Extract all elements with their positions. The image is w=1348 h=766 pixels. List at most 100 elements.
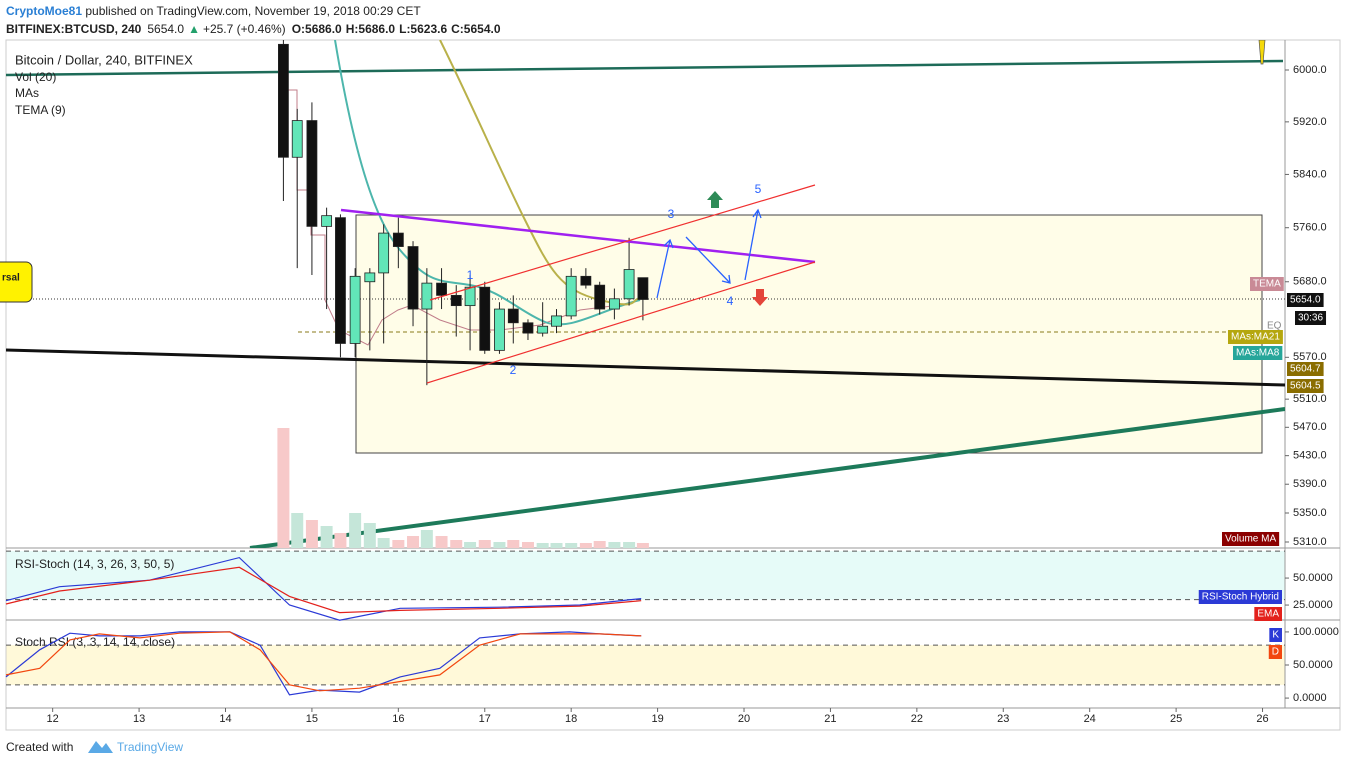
brand[interactable]: TradingView bbox=[117, 740, 183, 754]
candle-body bbox=[537, 325, 549, 334]
volume-bar bbox=[464, 542, 477, 548]
volume-bar bbox=[623, 542, 636, 548]
y-tick-label: 5510.0 bbox=[1293, 393, 1327, 405]
volume-bar bbox=[636, 543, 649, 548]
badge bbox=[0, 261, 33, 303]
wave-label: 3 bbox=[668, 207, 675, 221]
marker bbox=[1258, 40, 1266, 65]
x-tick-label: 12 bbox=[47, 713, 59, 725]
legend-entry: TEMA (9) bbox=[15, 103, 66, 117]
x-tick-label: 17 bbox=[479, 713, 491, 725]
candle-body bbox=[623, 269, 635, 300]
x-tick-label: 13 bbox=[133, 713, 145, 725]
ohlc: O:5686.0 bbox=[292, 22, 342, 36]
wave-arrows bbox=[656, 208, 762, 299]
legend-swatch bbox=[1268, 645, 1282, 659]
volume-bar bbox=[277, 428, 290, 548]
pane-title: Stoch RSI (3, 3, 14, 14, close) bbox=[15, 635, 175, 649]
candle-body bbox=[507, 308, 519, 324]
candle-body bbox=[551, 315, 562, 327]
price-tag-bg bbox=[1250, 277, 1284, 291]
candle-body bbox=[637, 277, 649, 300]
volume-bar bbox=[565, 543, 578, 548]
legend-entry: EMA bbox=[1257, 609, 1279, 620]
candle-body bbox=[321, 215, 333, 227]
volume-bar bbox=[377, 538, 390, 548]
logo bbox=[88, 741, 113, 753]
price-tag: 30:36 bbox=[1298, 313, 1323, 324]
volume-bar bbox=[392, 540, 405, 548]
volume bbox=[277, 428, 649, 548]
frame bbox=[5, 39, 1341, 731]
candle-body bbox=[479, 286, 491, 351]
x-tick-label: 22 bbox=[911, 713, 923, 725]
y-tick-label: 5840.0 bbox=[1293, 168, 1327, 180]
candle-body bbox=[392, 232, 404, 247]
y-tick-label: 5350.0 bbox=[1293, 507, 1327, 519]
y-tick-label: 5430.0 bbox=[1293, 450, 1327, 462]
volume-bar bbox=[550, 543, 563, 548]
price-tag: TEMA bbox=[1253, 279, 1281, 290]
volume-bar bbox=[507, 540, 520, 548]
price-tag-bg bbox=[1233, 346, 1283, 360]
price: 5654.0 bbox=[147, 22, 184, 36]
published: published on TradingView.com, November 1… bbox=[82, 4, 421, 18]
candle-body bbox=[450, 294, 462, 307]
x-tick-label: 26 bbox=[1256, 713, 1268, 725]
volume-bar bbox=[363, 523, 376, 548]
volume-bar bbox=[420, 530, 433, 548]
y-tick-label: 50.0000 bbox=[1293, 659, 1333, 671]
legend-entry: Vol (20) bbox=[15, 70, 56, 84]
price-tag: EQ bbox=[1267, 321, 1282, 332]
x-tick-label: 24 bbox=[1084, 713, 1096, 725]
volume-bar bbox=[291, 513, 304, 548]
x-tick-label: 15 bbox=[306, 713, 318, 725]
x-tick-label: 21 bbox=[824, 713, 836, 725]
arrow bbox=[656, 238, 674, 299]
main-pane bbox=[6, 40, 1285, 548]
y-tick-label: 5470.0 bbox=[1293, 421, 1327, 433]
candle-body bbox=[608, 298, 620, 310]
channel-line bbox=[429, 184, 816, 301]
y-tick-label: 100.0000 bbox=[1293, 626, 1339, 638]
candle-body bbox=[335, 217, 346, 344]
y-tick-label: 5680.0 bbox=[1293, 276, 1327, 288]
legend-swatch bbox=[1269, 628, 1282, 642]
trend-line bbox=[6, 59, 1284, 77]
y-tick-label: 5390.0 bbox=[1293, 478, 1327, 490]
trend-line bbox=[6, 348, 1285, 387]
candles bbox=[278, 40, 649, 386]
x-tick-label: 23 bbox=[997, 713, 1009, 725]
y-tick-label: 50.0000 bbox=[1293, 572, 1333, 584]
indicator-line bbox=[5, 556, 642, 621]
footer-text: Created with bbox=[6, 740, 73, 754]
candle-body bbox=[291, 120, 303, 158]
author[interactable]: CryptoMoe81 bbox=[6, 4, 82, 18]
level-band bbox=[6, 551, 1285, 600]
volume-bar bbox=[608, 542, 621, 548]
candle-body bbox=[494, 308, 505, 351]
candle-body bbox=[278, 43, 289, 158]
up-icon bbox=[707, 191, 723, 208]
price-tag-bg bbox=[1287, 293, 1324, 307]
price-tag: 5604.7 bbox=[1290, 364, 1321, 375]
volume-bar bbox=[407, 536, 420, 548]
price-tag-bg bbox=[1295, 311, 1327, 325]
x-tick-label: 16 bbox=[392, 713, 404, 725]
wave-label: 2 bbox=[510, 363, 517, 377]
candle-body bbox=[436, 282, 447, 296]
wedge-line bbox=[340, 208, 816, 264]
candle-body bbox=[421, 282, 433, 310]
volume-bar bbox=[334, 533, 347, 548]
volume-bar bbox=[536, 543, 549, 548]
ohlc: L:5623.6 bbox=[399, 22, 447, 36]
price-tag: 5604.5 bbox=[1290, 381, 1321, 392]
volume-bar bbox=[579, 543, 592, 548]
price-tag-bg bbox=[1287, 362, 1324, 376]
y-tick-label: 5570.0 bbox=[1293, 351, 1327, 363]
price-tag-bg bbox=[1222, 532, 1280, 546]
candle-body bbox=[364, 272, 376, 283]
arrow bbox=[685, 236, 731, 284]
x-tick-label: 25 bbox=[1170, 713, 1182, 725]
y-tick-label: 25.0000 bbox=[1293, 599, 1333, 611]
